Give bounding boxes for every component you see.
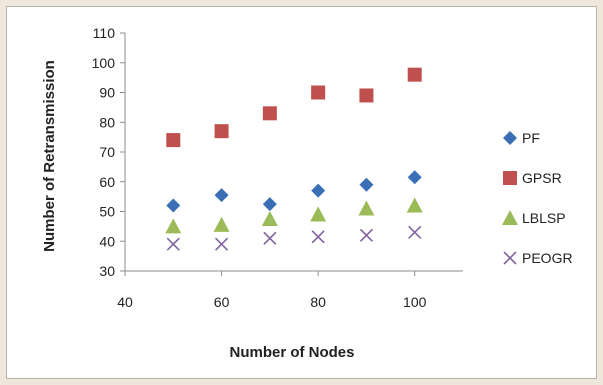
point-lblsp (261, 210, 278, 226)
cross-stroke (503, 251, 517, 265)
chart-frame: 30 40 50 60 70 80 90 100 110 40 60 80 100 PF GPSR LBLS… (6, 6, 597, 379)
x-tick-label: 80 (310, 294, 326, 310)
point-gpsr (166, 133, 181, 148)
point-lblsp (213, 216, 230, 232)
cross-stroke (215, 237, 229, 251)
legend-marker-pf (503, 131, 517, 145)
y-tick-label: 30 (99, 263, 115, 279)
y-tick-label: 70 (99, 144, 115, 160)
y-tick-label: 60 (99, 174, 115, 190)
point-gpsr (262, 106, 277, 121)
y-tick-label: 40 (99, 233, 115, 249)
y-axis-title: Number of Retransmission (41, 60, 58, 252)
cross-stroke (166, 237, 180, 251)
legend-label-pf: PF (522, 130, 540, 146)
legend-label-gpsr: GPSR (522, 170, 562, 186)
point-peogr (263, 231, 277, 245)
legend-marker-lblsp (502, 210, 518, 225)
point-peogr (215, 237, 229, 251)
cross-stroke (408, 225, 422, 239)
cross-stroke (311, 230, 325, 244)
legend-label-peogr: PEOGR (522, 250, 573, 266)
point-peogr (408, 225, 422, 239)
point-pf (359, 177, 374, 192)
point-pf (214, 188, 229, 203)
y-tick-label: 80 (99, 114, 115, 130)
axes (120, 32, 463, 276)
x-axis-title: Number of Nodes (229, 344, 354, 361)
y-tick-label: 100 (92, 55, 116, 71)
x-tick-label: 60 (214, 294, 230, 310)
point-peogr (359, 228, 373, 242)
point-gpsr (359, 88, 374, 103)
cross-stroke (263, 231, 277, 245)
point-lblsp (165, 218, 182, 234)
point-pf (311, 183, 326, 198)
legend-label-lblsp: LBLSP (522, 210, 566, 226)
point-gpsr (311, 85, 326, 100)
point-gpsr (407, 67, 422, 82)
point-gpsr (214, 124, 229, 139)
data-points (165, 67, 423, 251)
point-lblsp (358, 200, 375, 216)
y-tick-label: 50 (99, 204, 115, 220)
point-pf (262, 197, 277, 212)
legend: PF GPSR LBLSP PEOGR (502, 130, 573, 266)
point-lblsp (310, 206, 327, 222)
x-tick-label: 40 (117, 294, 133, 310)
y-tick-label: 110 (93, 25, 116, 41)
y-tick-label: 90 (99, 85, 115, 101)
point-pf (407, 170, 422, 185)
point-lblsp (406, 197, 423, 213)
cross-stroke (359, 228, 373, 242)
point-pf (166, 198, 181, 213)
point-peogr (166, 237, 180, 251)
legend-marker-peogr (503, 251, 517, 265)
x-tick-label: 100 (403, 294, 427, 310)
legend-marker-gpsr (503, 171, 517, 185)
point-peogr (311, 230, 325, 244)
